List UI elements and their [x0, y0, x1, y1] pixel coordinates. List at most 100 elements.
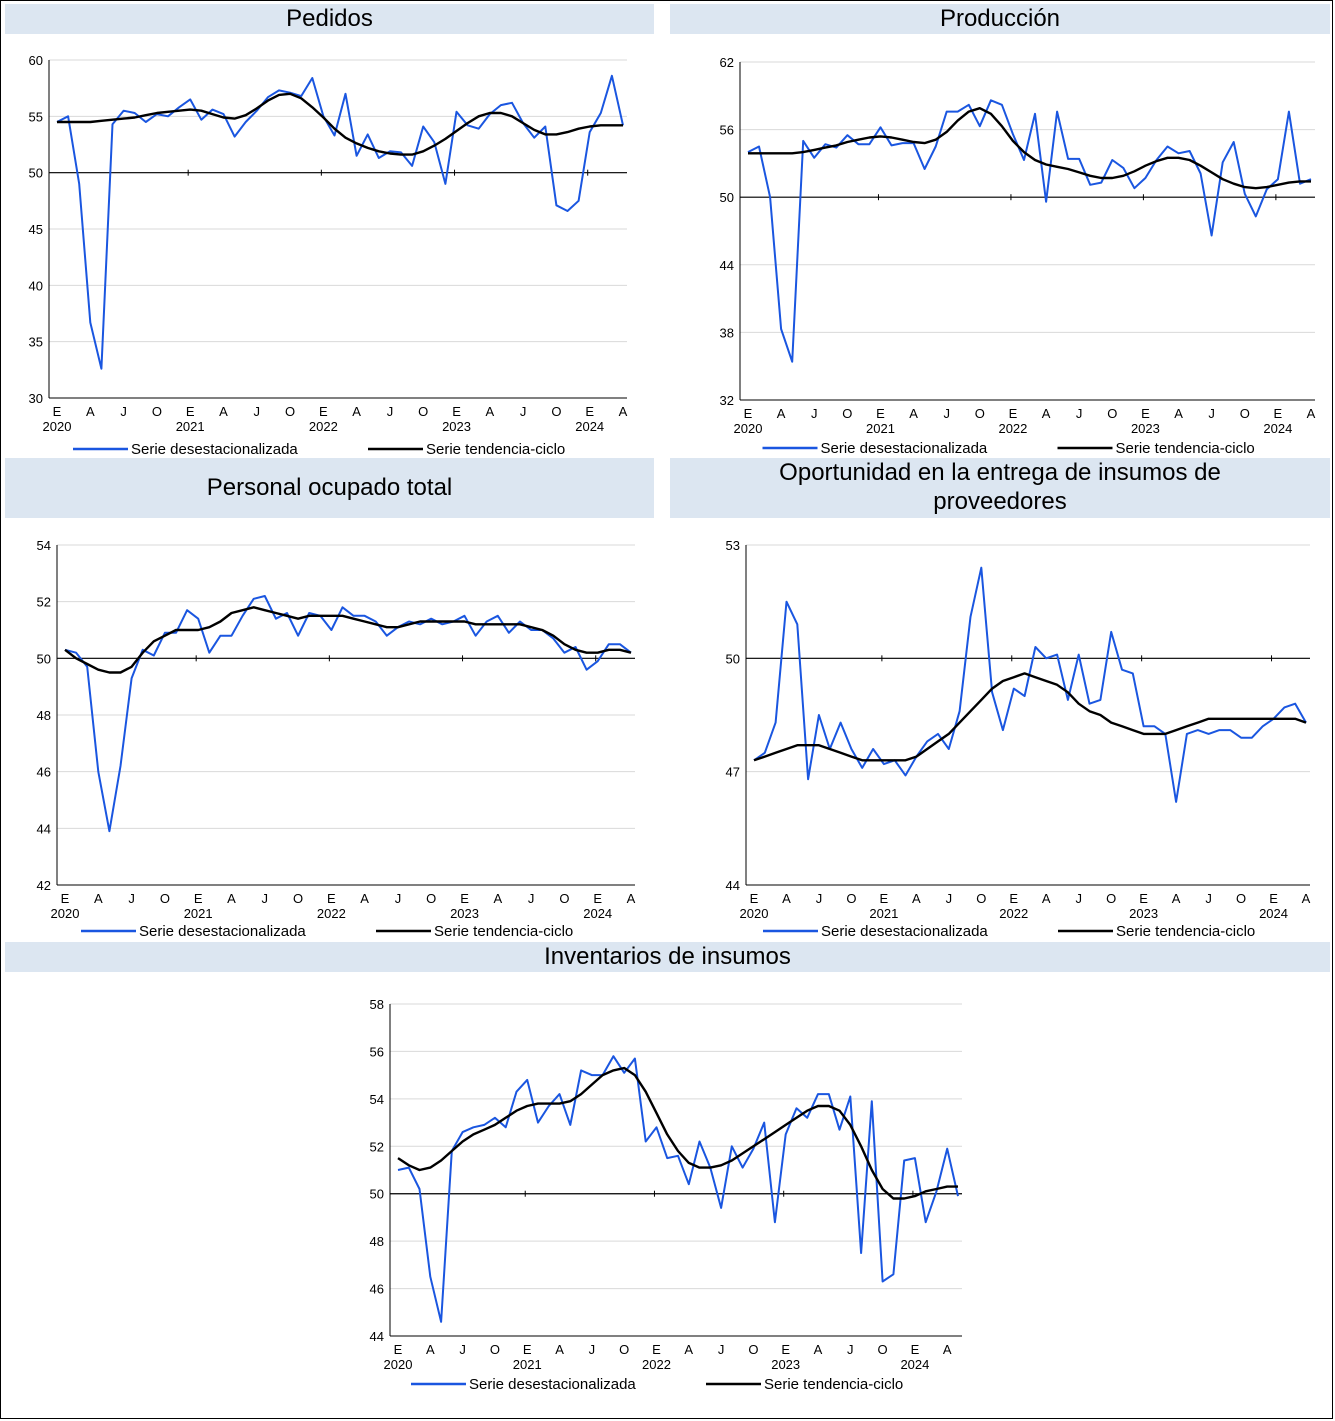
legend-label-sa: Serie desestacionalizada	[469, 1376, 636, 1393]
x-tick-label: E	[880, 891, 889, 906]
x-tick-label: E	[876, 406, 885, 421]
series-line-sa	[56, 74, 624, 370]
series-line-trend	[397, 1066, 958, 1200]
x-tick-label: J	[128, 891, 135, 906]
x-tick-label: O	[842, 406, 852, 421]
series-line-trend	[753, 672, 1307, 762]
x-year-label: 2022	[998, 421, 1027, 436]
x-tick-label: A	[619, 404, 628, 419]
y-tick-label: 30	[29, 391, 43, 406]
x-tick-label: E	[1269, 891, 1278, 906]
y-tick-label: 53	[726, 538, 740, 553]
x-tick-label: E	[61, 891, 70, 906]
x-tick-label: O	[1240, 406, 1250, 421]
x-tick-label: A	[360, 891, 369, 906]
x-year-label: 2023	[1131, 421, 1160, 436]
x-year-label: 2020	[740, 906, 769, 921]
x-year-label: 2020	[734, 421, 763, 436]
x-year-label: 2023	[442, 419, 471, 434]
x-tick-label: E	[394, 1342, 403, 1357]
x-year-label: 2022	[309, 419, 338, 434]
x-year-label: 2021	[184, 906, 213, 921]
x-tick-label: J	[943, 406, 950, 421]
x-year-label: 2022	[999, 906, 1028, 921]
x-tick-label: O	[285, 404, 295, 419]
y-tick-label: 50	[720, 190, 734, 205]
series-line-sa	[397, 1055, 959, 1323]
y-tick-label: 44	[720, 258, 734, 273]
legend-label-sa: Serie desestacionalizada	[131, 441, 298, 456]
y-tick-label: 44	[370, 1329, 384, 1344]
x-tick-label: E	[1139, 891, 1148, 906]
x-year-label: 2023	[771, 1357, 800, 1372]
x-tick-label: O	[1107, 406, 1117, 421]
x-tick-label: A	[227, 891, 236, 906]
panel-title: Pedidos	[5, 4, 654, 34]
x-year-label: 2024	[1263, 421, 1292, 436]
x-year-label: 2020	[384, 1357, 413, 1372]
panel-pedidos: Pedidos 30 35 40 45 50 55 60 E A J O E A J O E A J O E A J O E A…	[5, 4, 654, 456]
x-tick-label: E	[1009, 406, 1018, 421]
y-tick-label: 54	[37, 538, 51, 553]
x-tick-label: E	[1141, 406, 1150, 421]
y-tick-label: 50	[37, 651, 51, 666]
x-tick-label: J	[528, 891, 535, 906]
x-tick-label: J	[459, 1342, 466, 1357]
x-tick-label: J	[816, 891, 823, 906]
x-tick-label: J	[1075, 891, 1082, 906]
x-tick-label: O	[418, 404, 428, 419]
y-tick-label: 56	[370, 1044, 384, 1059]
x-tick-label: J	[387, 404, 394, 419]
x-tick-label: A	[943, 1342, 952, 1357]
x-tick-label: A	[1042, 406, 1051, 421]
x-tick-label: E	[1274, 406, 1283, 421]
x-tick-label: J	[1208, 406, 1215, 421]
x-tick-label: E	[194, 891, 203, 906]
x-tick-label: O	[551, 404, 561, 419]
x-tick-label: E	[319, 404, 328, 419]
x-year-label: 2021	[513, 1357, 542, 1372]
legend-label-trend: Serie tendencia-ciclo	[434, 923, 573, 940]
x-tick-label: E	[452, 404, 461, 419]
series-line-trend	[64, 606, 632, 674]
chart-inventarios: 44 46 48 50 52 54 56 58 E A J O E A J O E A J O E A J O E A 2020 20…	[370, 997, 962, 1393]
x-tick-label: J	[1076, 406, 1083, 421]
x-tick-label: O	[490, 1342, 500, 1357]
y-tick-label: 58	[370, 997, 384, 1012]
y-tick-label: 44	[726, 878, 740, 893]
x-year-label: 2022	[317, 906, 346, 921]
x-tick-label: J	[1205, 891, 1212, 906]
legend-label-sa: Serie desestacionalizada	[821, 923, 988, 940]
y-tick-label: 45	[29, 222, 43, 237]
x-tick-label: A	[485, 404, 494, 419]
x-tick-label: E	[460, 891, 469, 906]
x-tick-label: O	[152, 404, 162, 419]
x-tick-label: A	[493, 891, 502, 906]
x-tick-label: E	[1009, 891, 1018, 906]
x-tick-label: A	[555, 1342, 564, 1357]
y-tick-label: 56	[720, 123, 734, 138]
x-tick-label: J	[395, 891, 402, 906]
x-tick-label: J	[718, 1342, 725, 1357]
y-tick-label: 40	[29, 278, 43, 293]
x-tick-label: E	[781, 1342, 790, 1357]
x-tick-label: J	[811, 406, 818, 421]
x-tick-label: E	[750, 891, 759, 906]
x-tick-label: A	[1302, 891, 1311, 906]
x-tick-label: O	[1236, 891, 1246, 906]
x-tick-label: E	[652, 1342, 661, 1357]
legend-label-trend: Serie tendencia-ciclo	[764, 1376, 903, 1393]
x-tick-label: J	[120, 404, 127, 419]
x-year-label: 2024	[1259, 906, 1288, 921]
chart-oportunidad: 44 47 50 53 E A J O E A J O E A J O E A J O E A 2020 2021 2022 20…	[726, 538, 1311, 940]
x-tick-label: J	[946, 891, 953, 906]
y-tick-label: 32	[720, 393, 734, 408]
x-tick-label: A	[426, 1342, 435, 1357]
x-year-label: 2024	[583, 906, 612, 921]
x-year-label: 2020	[51, 906, 80, 921]
x-year-label: 2021	[176, 419, 205, 434]
x-tick-label: A	[219, 404, 228, 419]
y-tick-label: 55	[29, 109, 43, 124]
x-tick-label: O	[1106, 891, 1116, 906]
